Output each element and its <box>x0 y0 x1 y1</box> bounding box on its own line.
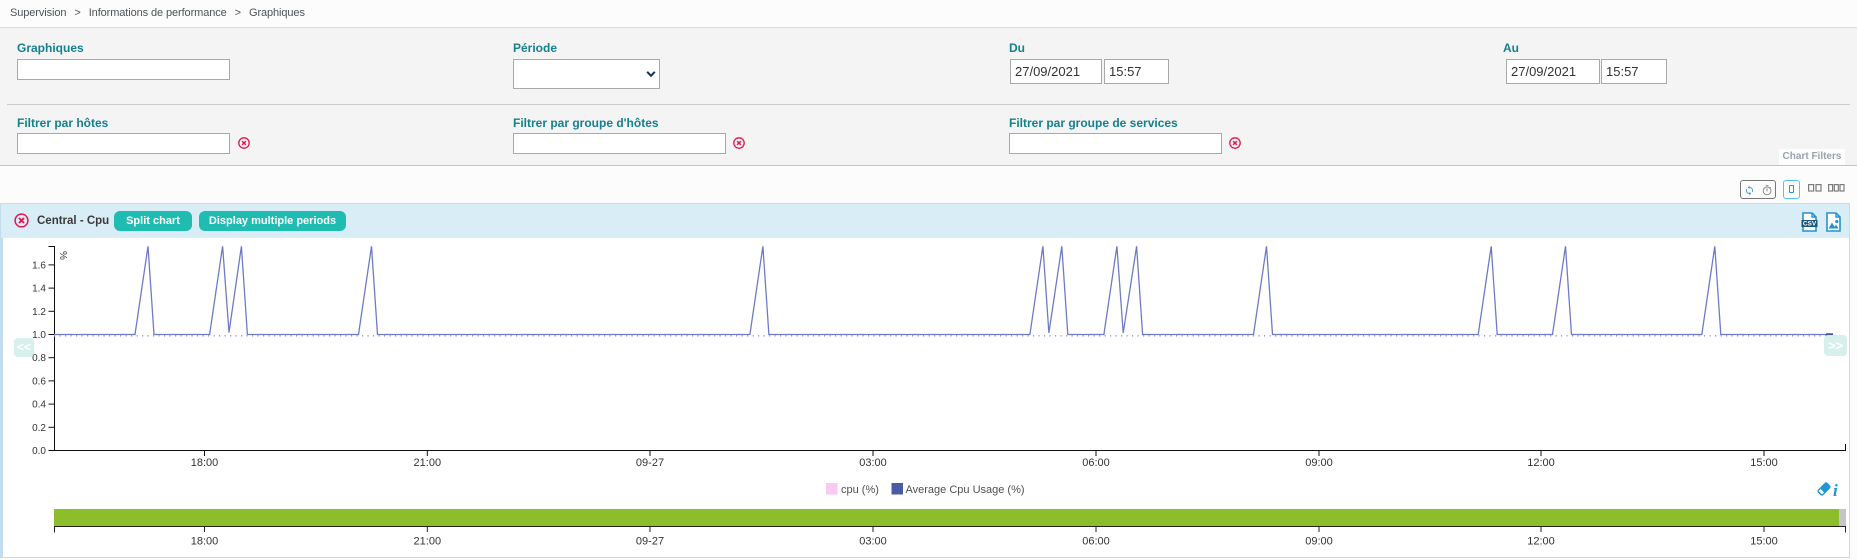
svg-text:21:00: 21:00 <box>414 457 442 469</box>
svg-text:0.0: 0.0 <box>32 446 46 457</box>
svg-text:1.4: 1.4 <box>32 284 46 295</box>
svg-text:1.6: 1.6 <box>32 260 46 271</box>
svg-text:15:00: 15:00 <box>1750 536 1778 548</box>
svg-text:CSV: CSV <box>1803 221 1817 228</box>
svg-text:12:00: 12:00 <box>1527 536 1555 548</box>
svg-text:06:00: 06:00 <box>1082 536 1110 548</box>
svg-text:09:00: 09:00 <box>1305 536 1333 548</box>
svg-text:06:00: 06:00 <box>1082 457 1110 469</box>
svg-text:21:00: 21:00 <box>414 536 442 548</box>
svg-text:0.6: 0.6 <box>32 376 46 387</box>
svg-text:03:00: 03:00 <box>859 536 887 548</box>
svg-text:1.0: 1.0 <box>32 330 46 341</box>
svg-text:12:00: 12:00 <box>1527 457 1555 469</box>
svg-text:18:00: 18:00 <box>191 457 219 469</box>
svg-text:cpu (%): cpu (%) <box>841 484 879 496</box>
svg-text:0.4: 0.4 <box>32 400 46 411</box>
svg-text:i: i <box>1833 481 1838 500</box>
svg-text:Average Cpu Usage (%): Average Cpu Usage (%) <box>906 484 1025 496</box>
svg-text:15:00: 15:00 <box>1750 457 1778 469</box>
svg-text:09-27: 09-27 <box>636 536 664 548</box>
svg-text:0.2: 0.2 <box>32 423 46 434</box>
svg-text:09:00: 09:00 <box>1305 457 1333 469</box>
svg-text:1.2: 1.2 <box>32 307 46 318</box>
svg-text:09-27: 09-27 <box>636 457 664 469</box>
svg-text:03:00: 03:00 <box>859 457 887 469</box>
svg-text:0.8: 0.8 <box>32 353 46 364</box>
svg-text:%: % <box>57 251 68 260</box>
svg-text:18:00: 18:00 <box>191 536 219 548</box>
